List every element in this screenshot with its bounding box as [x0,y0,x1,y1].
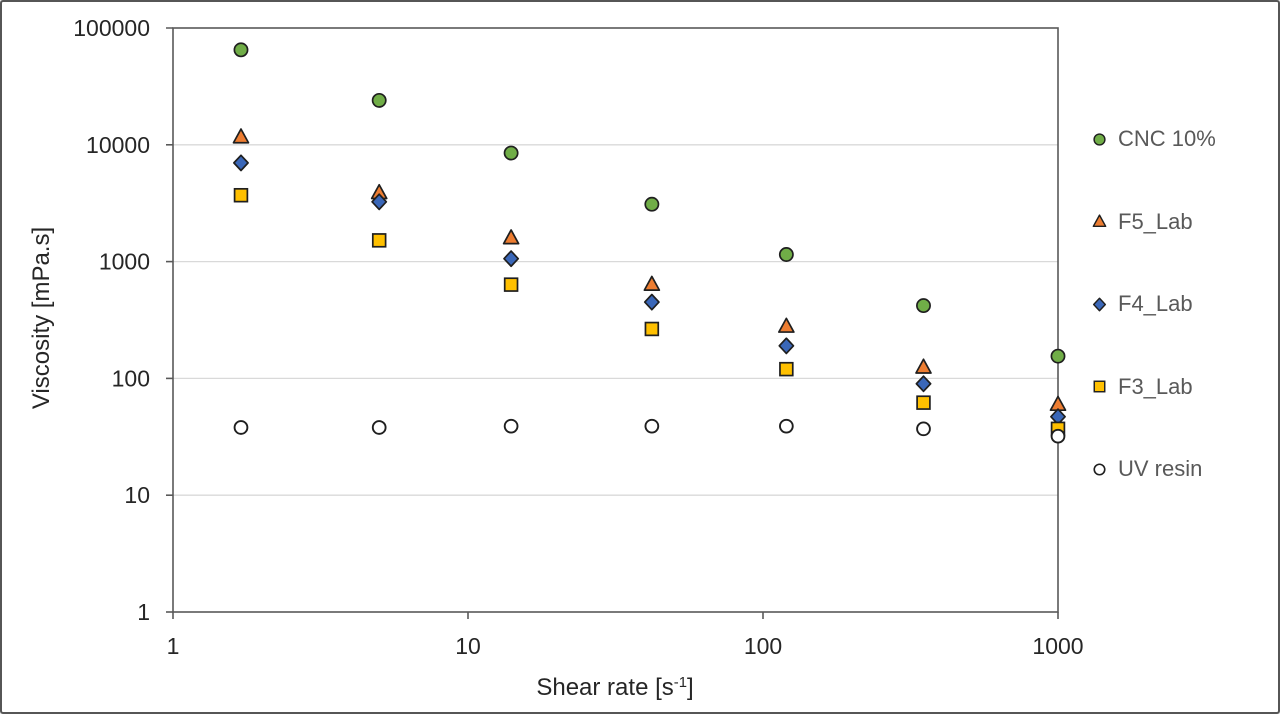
legend-label: F5_Lab [1118,208,1193,234]
data-point [644,321,660,337]
y-axis-title: Viscosity [mPa.s] [28,226,55,410]
legend-marker-icon [1093,380,1106,393]
data-point [503,145,519,161]
legend-marker-icon [1092,297,1107,311]
legend-marker-icon [1093,462,1106,476]
data-point [233,187,249,203]
open-circle-legend-icon [1093,462,1106,476]
y-tick-label: 1000 [99,249,150,275]
data-point [502,229,520,245]
data-point [371,233,387,248]
data-point [779,418,794,434]
data-point [916,298,931,314]
legend-marker-icon [1093,132,1106,146]
legend-item: F5_Lab [1090,208,1193,236]
data-point [778,247,794,262]
data-point [503,418,519,434]
legend-item: CNC 10% [1090,125,1216,153]
data-point [232,128,250,144]
data-point [371,420,387,435]
y-tick-label: 10000 [86,132,150,158]
triangle-legend-icon [1092,214,1107,228]
data-point [1050,428,1066,444]
x-axis-title: Shear rate [s-1] [536,674,693,702]
x-tick-label: 100 [744,633,782,659]
diamond-legend-icon [1092,297,1107,311]
x-axis-title-suffix: ] [686,674,694,701]
data-point [233,42,249,58]
x-axis-title-text: Shear rate [s [536,674,674,701]
circle-legend-icon [1093,132,1106,146]
x-tick-label: 10 [455,633,481,659]
data-point [644,418,660,434]
x-tick-label: 1 [167,633,180,659]
data-point [644,196,660,212]
data-point [233,420,249,435]
legend-marker-icon [1092,214,1107,228]
data-point [779,361,794,377]
data-point [503,277,519,292]
x-axis-title-superscript: -1 [673,674,687,691]
data-point [916,395,931,410]
data-point [233,154,249,172]
data-point [371,193,388,211]
data-point [915,358,932,374]
chart-legend: CNC 10% F5_Lab F4_Lab F3_Lab UV resin [1090,2,1278,712]
legend-item: F4_Lab [1090,290,1193,318]
data-point [778,317,795,333]
data-point [643,275,661,291]
x-tick-label: 1000 [1032,633,1083,659]
data-point [1049,395,1067,412]
legend-label: F3_Lab [1118,373,1193,399]
data-point [915,375,932,393]
data-point [778,337,795,355]
y-tick-label: 100000 [73,15,150,41]
legend-label: CNC 10% [1118,126,1216,151]
y-tick-label: 100 [112,365,150,391]
y-tick-label: 10 [124,482,150,508]
square-legend-icon [1093,380,1106,393]
y-tick-label: 1 [137,599,150,625]
legend-item: F3_Lab [1090,373,1193,401]
data-point [503,250,520,268]
plot-border [172,27,1059,613]
legend-label: F4_Lab [1118,291,1193,316]
data-point [643,293,660,311]
data-point [1050,348,1066,364]
legend-item: UV resin [1090,455,1202,483]
legend-label: UV resin [1118,456,1203,481]
data-point [371,92,387,108]
data-point [916,421,931,437]
